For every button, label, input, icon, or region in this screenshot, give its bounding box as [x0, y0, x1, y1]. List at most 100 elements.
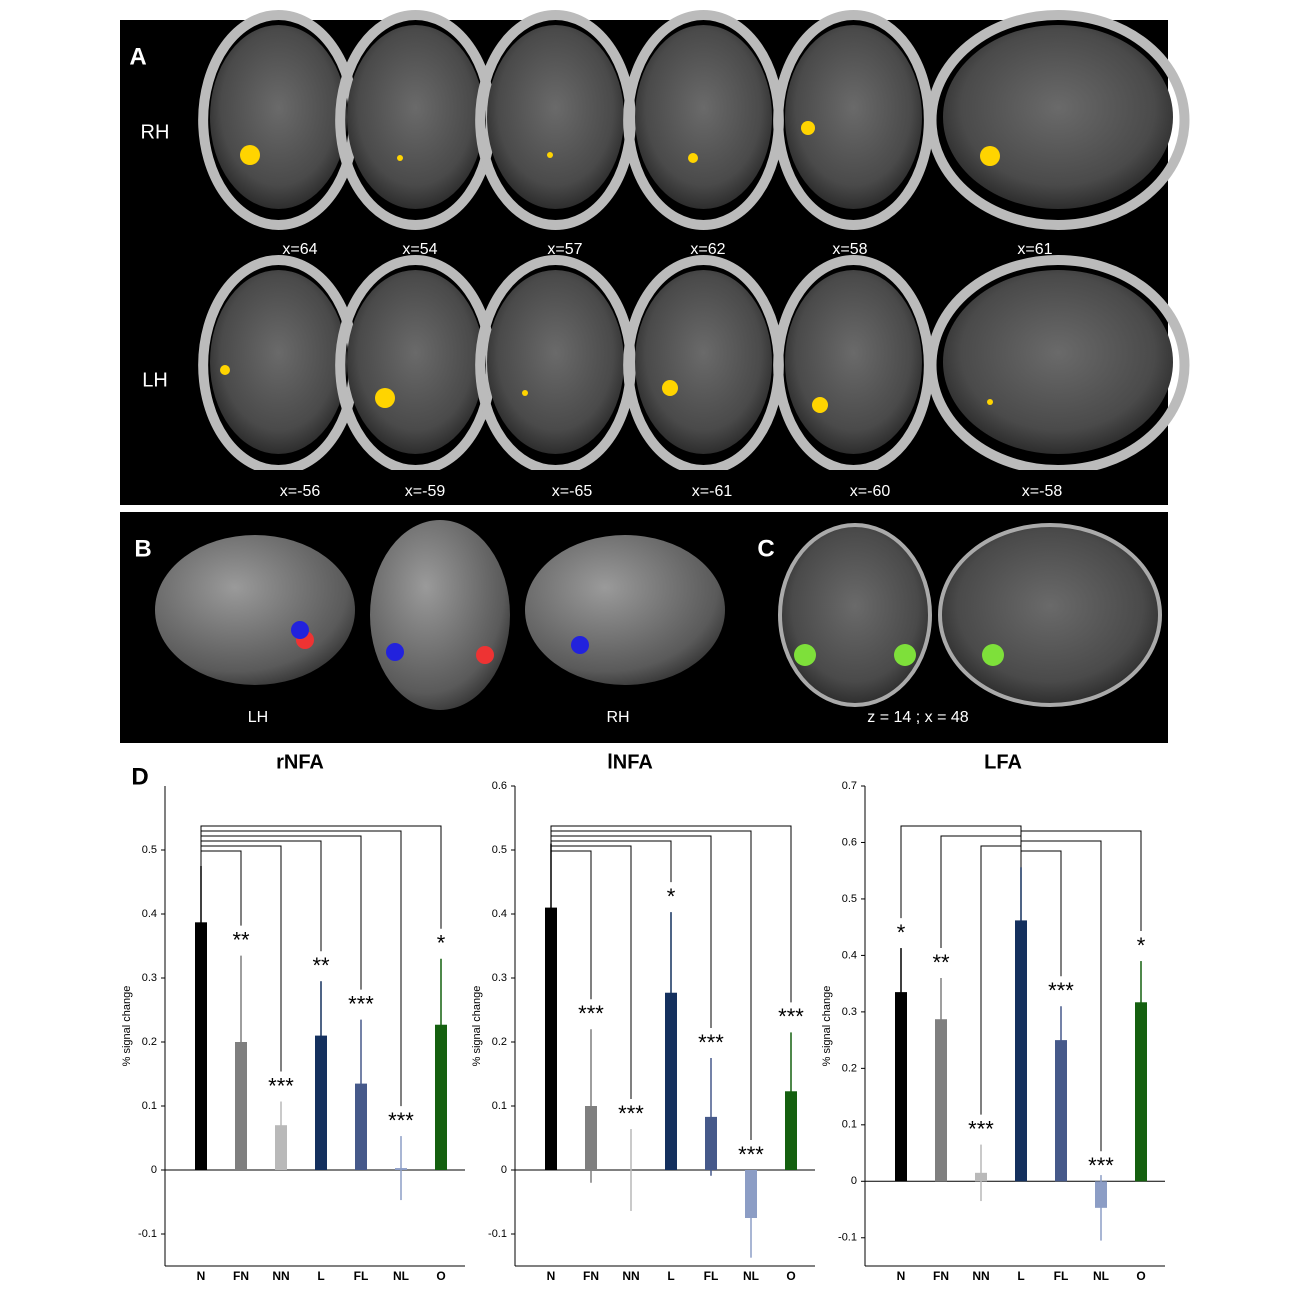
activation: [982, 644, 1004, 666]
activation: [801, 121, 815, 135]
slice-label: x=61: [1017, 241, 1052, 258]
significance: ***: [1048, 978, 1074, 1003]
x-tick-label: NN: [622, 1269, 639, 1283]
brain-slice: [487, 270, 624, 454]
brain-slice: [210, 25, 347, 209]
y-tick-label: 0.1: [492, 1100, 507, 1112]
x-tick-label: NL: [1093, 1269, 1109, 1283]
x-tick-label: N: [547, 1269, 556, 1283]
bar: [665, 992, 677, 1170]
y-tick-label: 0.2: [492, 1036, 507, 1048]
significance: *: [437, 931, 446, 956]
slice-mask: [120, 230, 1168, 252]
significance: **: [232, 927, 250, 952]
significance: ***: [778, 1004, 804, 1029]
slice-label: x=58: [832, 241, 867, 258]
y-tick-label: -0.1: [138, 1228, 157, 1240]
x-tick-label: L: [1017, 1269, 1024, 1283]
comparison-bracket: [550, 835, 712, 1028]
significance: *: [897, 920, 906, 945]
significance: ***: [618, 1101, 644, 1126]
significance: *: [667, 884, 676, 909]
panel-label: A: [129, 43, 146, 70]
hemisphere-label: LH: [248, 709, 268, 726]
significance: **: [932, 950, 950, 975]
y-tick-label: 0.3: [492, 972, 507, 984]
bar: [745, 1170, 757, 1218]
significance: **: [312, 953, 330, 978]
x-tick-label: FL: [1054, 1269, 1069, 1283]
brain-images: [120, 10, 1190, 710]
activation: [375, 388, 395, 408]
row-label: LH: [142, 369, 168, 391]
y-tick-label: 0.6: [492, 780, 507, 792]
x-tick-label: NL: [393, 1269, 409, 1283]
bar: [545, 907, 557, 1170]
brain-3d: [370, 520, 510, 710]
bar: [1055, 1040, 1067, 1182]
y-tick-label: 0.3: [142, 972, 157, 984]
slice-label: x=62: [690, 241, 725, 258]
bar: [195, 922, 207, 1170]
comparison-bracket: [200, 830, 402, 1107]
y-tick-label: 0.2: [842, 1062, 857, 1074]
brain-sagittal: [938, 523, 1162, 707]
x-tick-label: NN: [272, 1269, 289, 1283]
y-tick-label: 0.5: [142, 844, 157, 856]
y-tick-label: 0.3: [842, 1006, 857, 1018]
slice-label: x=-59: [405, 483, 446, 500]
bar: [235, 1042, 247, 1170]
bar: [355, 1083, 367, 1170]
brain-slice: [943, 270, 1173, 454]
brain-slice: [210, 270, 347, 454]
bar: [1015, 920, 1027, 1182]
y-tick-label: 0.2: [142, 1036, 157, 1048]
brain-slice: [943, 25, 1173, 209]
y-tick-label: 0.7: [842, 780, 857, 792]
y-tick-label: 0: [151, 1164, 157, 1176]
x-tick-label: N: [197, 1269, 206, 1283]
bar: [705, 1116, 717, 1170]
x-tick-label: FL: [354, 1269, 369, 1283]
activation: [240, 145, 260, 165]
chart-title: rNFA: [276, 751, 324, 773]
significance: ***: [348, 991, 374, 1016]
bar: [395, 1168, 407, 1170]
activation: [812, 397, 828, 413]
y-tick-label: -0.1: [488, 1228, 507, 1240]
y-axis-label: % signal change: [471, 986, 483, 1067]
x-tick-label: L: [667, 1269, 674, 1283]
significance: ***: [1088, 1153, 1114, 1178]
brain-slice: [785, 270, 922, 454]
slice-label: x=64: [282, 241, 317, 258]
activation: [522, 390, 528, 396]
brain-slice: [635, 25, 772, 209]
y-tick-label: -0.1: [838, 1232, 857, 1244]
bar: [275, 1125, 287, 1170]
y-tick-label: 0.1: [842, 1119, 857, 1131]
significance: ***: [268, 1073, 294, 1098]
bar: [315, 1035, 327, 1170]
bar: [435, 1024, 447, 1170]
y-tick-label: 0.1: [142, 1100, 157, 1112]
significance: ***: [388, 1108, 414, 1133]
bar: [585, 1106, 597, 1170]
comparison-bracket: [550, 830, 752, 1140]
y-axis-label: % signal change: [121, 986, 133, 1067]
significance: *: [1137, 933, 1146, 958]
brain-slice: [487, 25, 624, 209]
significance: ***: [738, 1142, 764, 1167]
comparison-bracket: [1020, 850, 1062, 977]
x-tick-label: O: [786, 1269, 795, 1283]
brain-3d: [155, 535, 355, 685]
activation: [894, 644, 916, 666]
chart-title: LFA: [984, 751, 1022, 773]
activation: [386, 643, 404, 661]
x-tick-label: NN: [972, 1269, 989, 1283]
comparison-bracket: [200, 840, 322, 952]
bar: [895, 992, 907, 1182]
activation: [291, 621, 309, 639]
comparison-bracket: [200, 850, 242, 926]
comparison-bracket: [1020, 830, 1142, 932]
slice-label: x=-58: [1022, 483, 1063, 500]
